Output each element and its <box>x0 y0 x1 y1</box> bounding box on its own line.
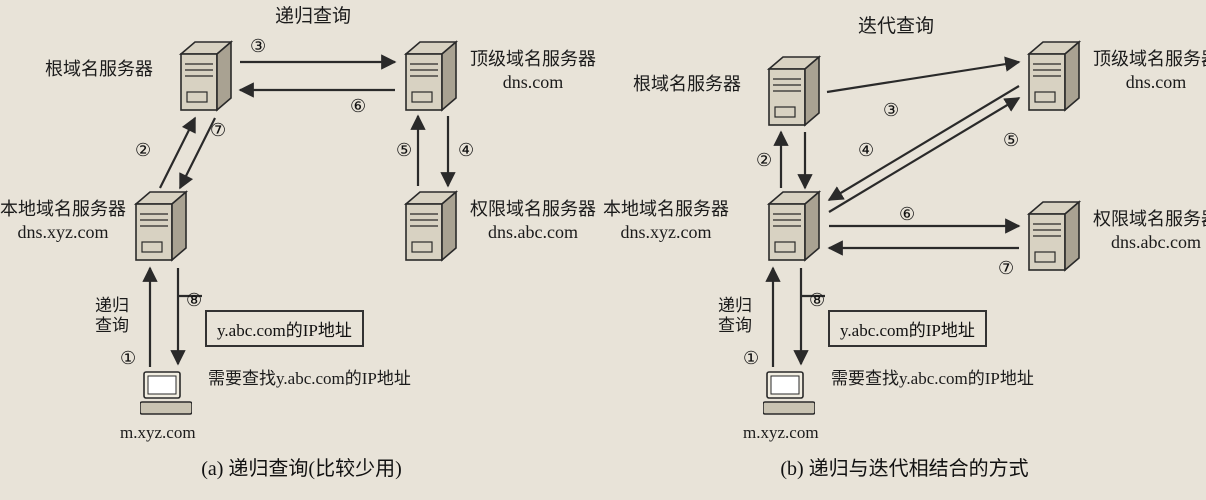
tld-line1-a: 顶级域名服务器 <box>470 49 596 69</box>
label-client-a: m.xyz.com <box>120 422 196 443</box>
label-local-b: 本地域名服务器 dns.xyz.com <box>603 198 729 243</box>
label-client-b: m.xyz.com <box>743 422 819 443</box>
server-root-b <box>763 55 825 132</box>
tld-line2-b: dns.com <box>1093 71 1206 94</box>
auth-line1-b: 权限域名服务器 <box>1093 209 1206 229</box>
auth-line1-a: 权限域名服务器 <box>470 199 596 219</box>
local-line2-b: dns.xyz.com <box>603 221 729 244</box>
step-④: ④ <box>858 140 874 161</box>
step-⑥: ⑥ <box>899 204 915 225</box>
step-①: ① <box>120 348 136 369</box>
tld-line2-a: dns.com <box>470 71 596 94</box>
label-root-b: 根域名服务器 <box>633 73 741 96</box>
step-②: ② <box>135 140 151 161</box>
qline1-a: 递归 <box>95 296 129 315</box>
step-⑥: ⑥ <box>350 96 366 117</box>
qline1-b: 递归 <box>718 296 752 315</box>
header-a: 递归查询 <box>275 5 351 29</box>
query-type-a: 递归 查询 <box>95 296 129 335</box>
client-b <box>763 370 815 423</box>
label-tld-b: 顶级域名服务器 dns.com <box>1093 48 1206 93</box>
need-text-b: 需要查找y.abc.com的IP地址 <box>831 368 1034 389</box>
client-a <box>140 370 192 423</box>
server-auth-b <box>1023 200 1085 277</box>
server-root-a <box>175 40 237 117</box>
server-tld-b <box>1023 40 1085 117</box>
server-tld-a <box>400 40 462 117</box>
label-tld-a: 顶级域名服务器 dns.com <box>470 48 596 93</box>
step-②: ② <box>756 150 772 171</box>
qline2-b: 查询 <box>718 316 752 335</box>
tld-line1-b: 顶级域名服务器 <box>1093 49 1206 69</box>
local-line2-a: dns.xyz.com <box>0 221 126 244</box>
need-text-a: 需要查找y.abc.com的IP地址 <box>208 368 411 389</box>
step-④: ④ <box>458 140 474 161</box>
server-local-a <box>130 190 192 267</box>
step-⑧: ⑧ <box>186 290 202 311</box>
panel-iterative: 迭代查询 根域名服务器 顶级域名服务器 dns.com 本地域 <box>603 0 1206 500</box>
caption-b: (b) 递归与迭代相结合的方式 <box>603 452 1206 481</box>
query-type-b: 递归 查询 <box>718 296 752 335</box>
header-b: 迭代查询 <box>858 15 934 39</box>
label-local-a: 本地域名服务器 dns.xyz.com <box>0 198 126 243</box>
caption-a: (a) 递归查询(比较少用) <box>0 452 603 481</box>
server-local-b <box>763 190 825 267</box>
auth-line2-a: dns.abc.com <box>470 221 596 244</box>
local-line1-a: 本地域名服务器 <box>0 199 126 219</box>
label-root-a: 根域名服务器 <box>45 58 153 81</box>
step-⑦: ⑦ <box>210 120 226 141</box>
step-⑤: ⑤ <box>1003 130 1019 151</box>
local-line1-b: 本地域名服务器 <box>603 199 729 219</box>
step-⑧: ⑧ <box>809 290 825 311</box>
step-③: ③ <box>883 100 899 121</box>
label-auth-b: 权限域名服务器 dns.abc.com <box>1093 208 1206 253</box>
qline2-a: 查询 <box>95 316 129 335</box>
step-①: ① <box>743 348 759 369</box>
step-⑦: ⑦ <box>998 258 1014 279</box>
msgbox-a: y.abc.com的IP地址 <box>205 310 364 347</box>
auth-line2-b: dns.abc.com <box>1093 231 1206 254</box>
panel-recursive: 递归查询 根域名服务器 顶级域名服务器 dns.com <box>0 0 603 500</box>
step-③: ③ <box>250 36 266 57</box>
diagram-stage: 递归查询 根域名服务器 顶级域名服务器 dns.com <box>0 0 1206 500</box>
msgbox-b: y.abc.com的IP地址 <box>828 310 987 347</box>
server-auth-a <box>400 190 462 267</box>
step-⑤: ⑤ <box>396 140 412 161</box>
label-auth-a: 权限域名服务器 dns.abc.com <box>470 198 596 243</box>
